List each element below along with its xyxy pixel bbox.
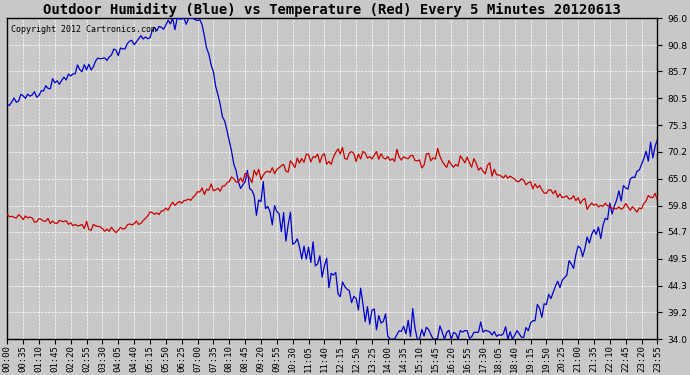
Text: Copyright 2012 Cartronics.com: Copyright 2012 Cartronics.com	[10, 24, 155, 33]
Title: Outdoor Humidity (Blue) vs Temperature (Red) Every 5 Minutes 20120613: Outdoor Humidity (Blue) vs Temperature (…	[43, 3, 621, 17]
